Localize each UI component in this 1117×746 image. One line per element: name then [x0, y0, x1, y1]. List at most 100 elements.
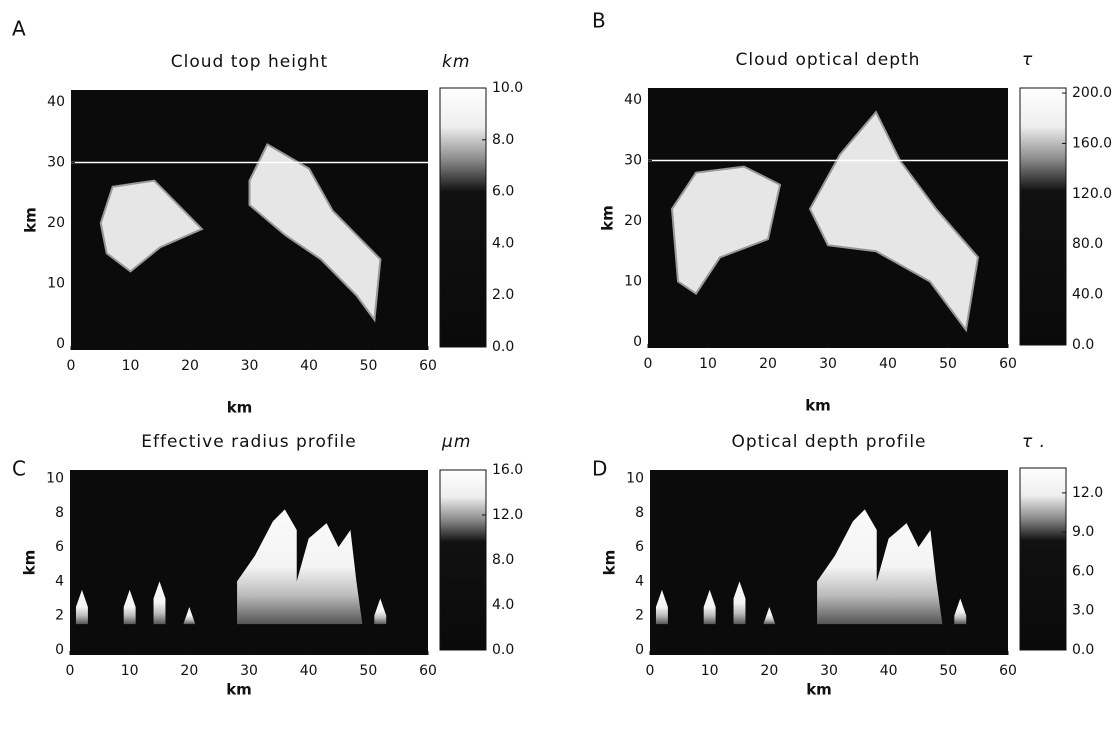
cloud-profile	[733, 581, 746, 625]
colorbar-tick-label: 0.0	[1072, 337, 1094, 353]
x-tick-label: 20	[760, 663, 778, 679]
x-tick-label: 40	[879, 356, 897, 372]
x-tick-label: 50	[939, 356, 957, 372]
x-tick-label: 10	[121, 663, 139, 679]
colorbar-unit: μm	[441, 432, 471, 452]
x-tick-label: 40	[300, 663, 318, 679]
colorbar-unit: km	[442, 52, 470, 72]
colorbar-tick-label: 6.0	[492, 184, 514, 200]
panel-letter: B	[592, 9, 606, 33]
colorbar-tick-label: 40.0	[1072, 287, 1103, 303]
cloud-profile	[123, 589, 136, 625]
y-tick-label: 6	[635, 539, 644, 555]
y-tick-label: 2	[55, 608, 64, 624]
colorbar-tick-label: 8.0	[492, 132, 514, 148]
x-tick-label: 20	[759, 356, 777, 372]
cloud-profile	[703, 589, 716, 625]
x-tick-label: 60	[999, 356, 1017, 372]
x-tick-label: 30	[820, 663, 838, 679]
cloud-profile	[75, 589, 88, 625]
x-axis-label: km	[227, 399, 253, 417]
x-tick-label: 60	[999, 663, 1017, 679]
x-axis-label: km	[806, 681, 832, 699]
cloud-profile	[763, 607, 776, 625]
colorbar-tick-label: 200.0	[1072, 85, 1112, 101]
y-tick-label: 8	[55, 505, 64, 521]
y-tick-label: 4	[55, 573, 64, 589]
x-tick-label: 50	[939, 663, 957, 679]
y-tick-label: 6	[55, 539, 64, 555]
panel-title: Effective radius profile	[141, 432, 356, 452]
colorbar-tick-label: 80.0	[1072, 236, 1103, 252]
y-tick-label: 30	[47, 155, 65, 171]
x-axis-label: km	[805, 397, 831, 415]
cloud-profile	[655, 589, 668, 625]
y-tick-label: 10	[46, 471, 64, 487]
colorbar-unit: τ .	[1022, 432, 1046, 452]
colorbar-tick-label: 8.0	[492, 552, 514, 568]
panel-letter: D	[592, 457, 607, 481]
x-tick-label: 40	[880, 663, 898, 679]
y-tick-label: 40	[47, 94, 65, 110]
colorbar-tick-label: 12.0	[1072, 485, 1103, 501]
y-tick-label: 0	[56, 336, 65, 352]
y-tick-label: 10	[47, 275, 65, 291]
y-tick-label: 0	[55, 642, 64, 658]
x-tick-label: 50	[360, 358, 378, 374]
colorbar-tick-label: 6.0	[1072, 563, 1094, 579]
cloud-profile	[817, 509, 943, 625]
image	[70, 470, 428, 655]
cloud-profile	[183, 607, 196, 625]
colorbar-tick-label: 9.0	[1072, 524, 1094, 540]
cloud-region	[248, 143, 382, 323]
y-tick-label: 8	[635, 505, 644, 521]
x-axis-label: km	[226, 681, 252, 699]
colorbar-tick-label: 120.0	[1072, 186, 1112, 202]
colorbar-tick-label: 0.0	[492, 642, 514, 658]
x-tick-label: 60	[419, 663, 437, 679]
panel-letter: A	[12, 17, 26, 41]
x-tick-label: 30	[819, 356, 837, 372]
x-tick-label: 20	[180, 663, 198, 679]
y-axis-label: km	[22, 207, 40, 233]
y-tick-label: 0	[633, 334, 642, 350]
colorbar-tick-label: 0.0	[1072, 642, 1094, 658]
panel-title: Cloud optical depth	[736, 50, 921, 70]
colorbar	[1019, 87, 1067, 346]
colorbar-tick-label: 0.0	[492, 339, 514, 355]
cloud-profile	[954, 598, 967, 625]
x-tick-label: 10	[699, 356, 717, 372]
colorbar-tick-label: 10.0	[492, 80, 523, 96]
y-tick-label: 30	[624, 153, 642, 169]
colorbar-tick-label: 4.0	[492, 235, 514, 251]
y-tick-label: 40	[624, 92, 642, 108]
x-tick-label: 20	[181, 358, 199, 374]
panel-title: Optical depth profile	[731, 432, 926, 452]
cloud-profile	[237, 509, 363, 625]
cloud-profile	[153, 581, 166, 625]
cloud-region	[670, 165, 782, 295]
cloud-profile	[374, 598, 387, 625]
y-axis-label: km	[599, 205, 617, 231]
x-tick-label: 0	[67, 358, 76, 374]
x-tick-label: 30	[241, 358, 259, 374]
colorbar	[439, 87, 487, 348]
colorbar-tick-label: 160.0	[1072, 135, 1112, 151]
x-tick-label: 0	[66, 663, 75, 679]
panel-letter: C	[12, 457, 26, 481]
x-tick-label: 10	[701, 663, 719, 679]
x-tick-label: 60	[419, 358, 437, 374]
colorbar-tick-label: 12.0	[492, 507, 523, 523]
colorbar-tick-label: 2.0	[492, 287, 514, 303]
x-tick-label: 10	[122, 358, 140, 374]
panel-title: Cloud top height	[171, 52, 328, 72]
colorbar-tick-label: 16.0	[492, 462, 523, 478]
x-tick-label: 30	[240, 663, 258, 679]
y-axis-label: km	[21, 550, 39, 576]
y-tick-label: 0	[635, 642, 644, 658]
y-tick-label: 4	[635, 573, 644, 589]
x-tick-label: 40	[300, 358, 318, 374]
cloud-region	[99, 179, 204, 273]
colorbar	[1019, 467, 1067, 651]
